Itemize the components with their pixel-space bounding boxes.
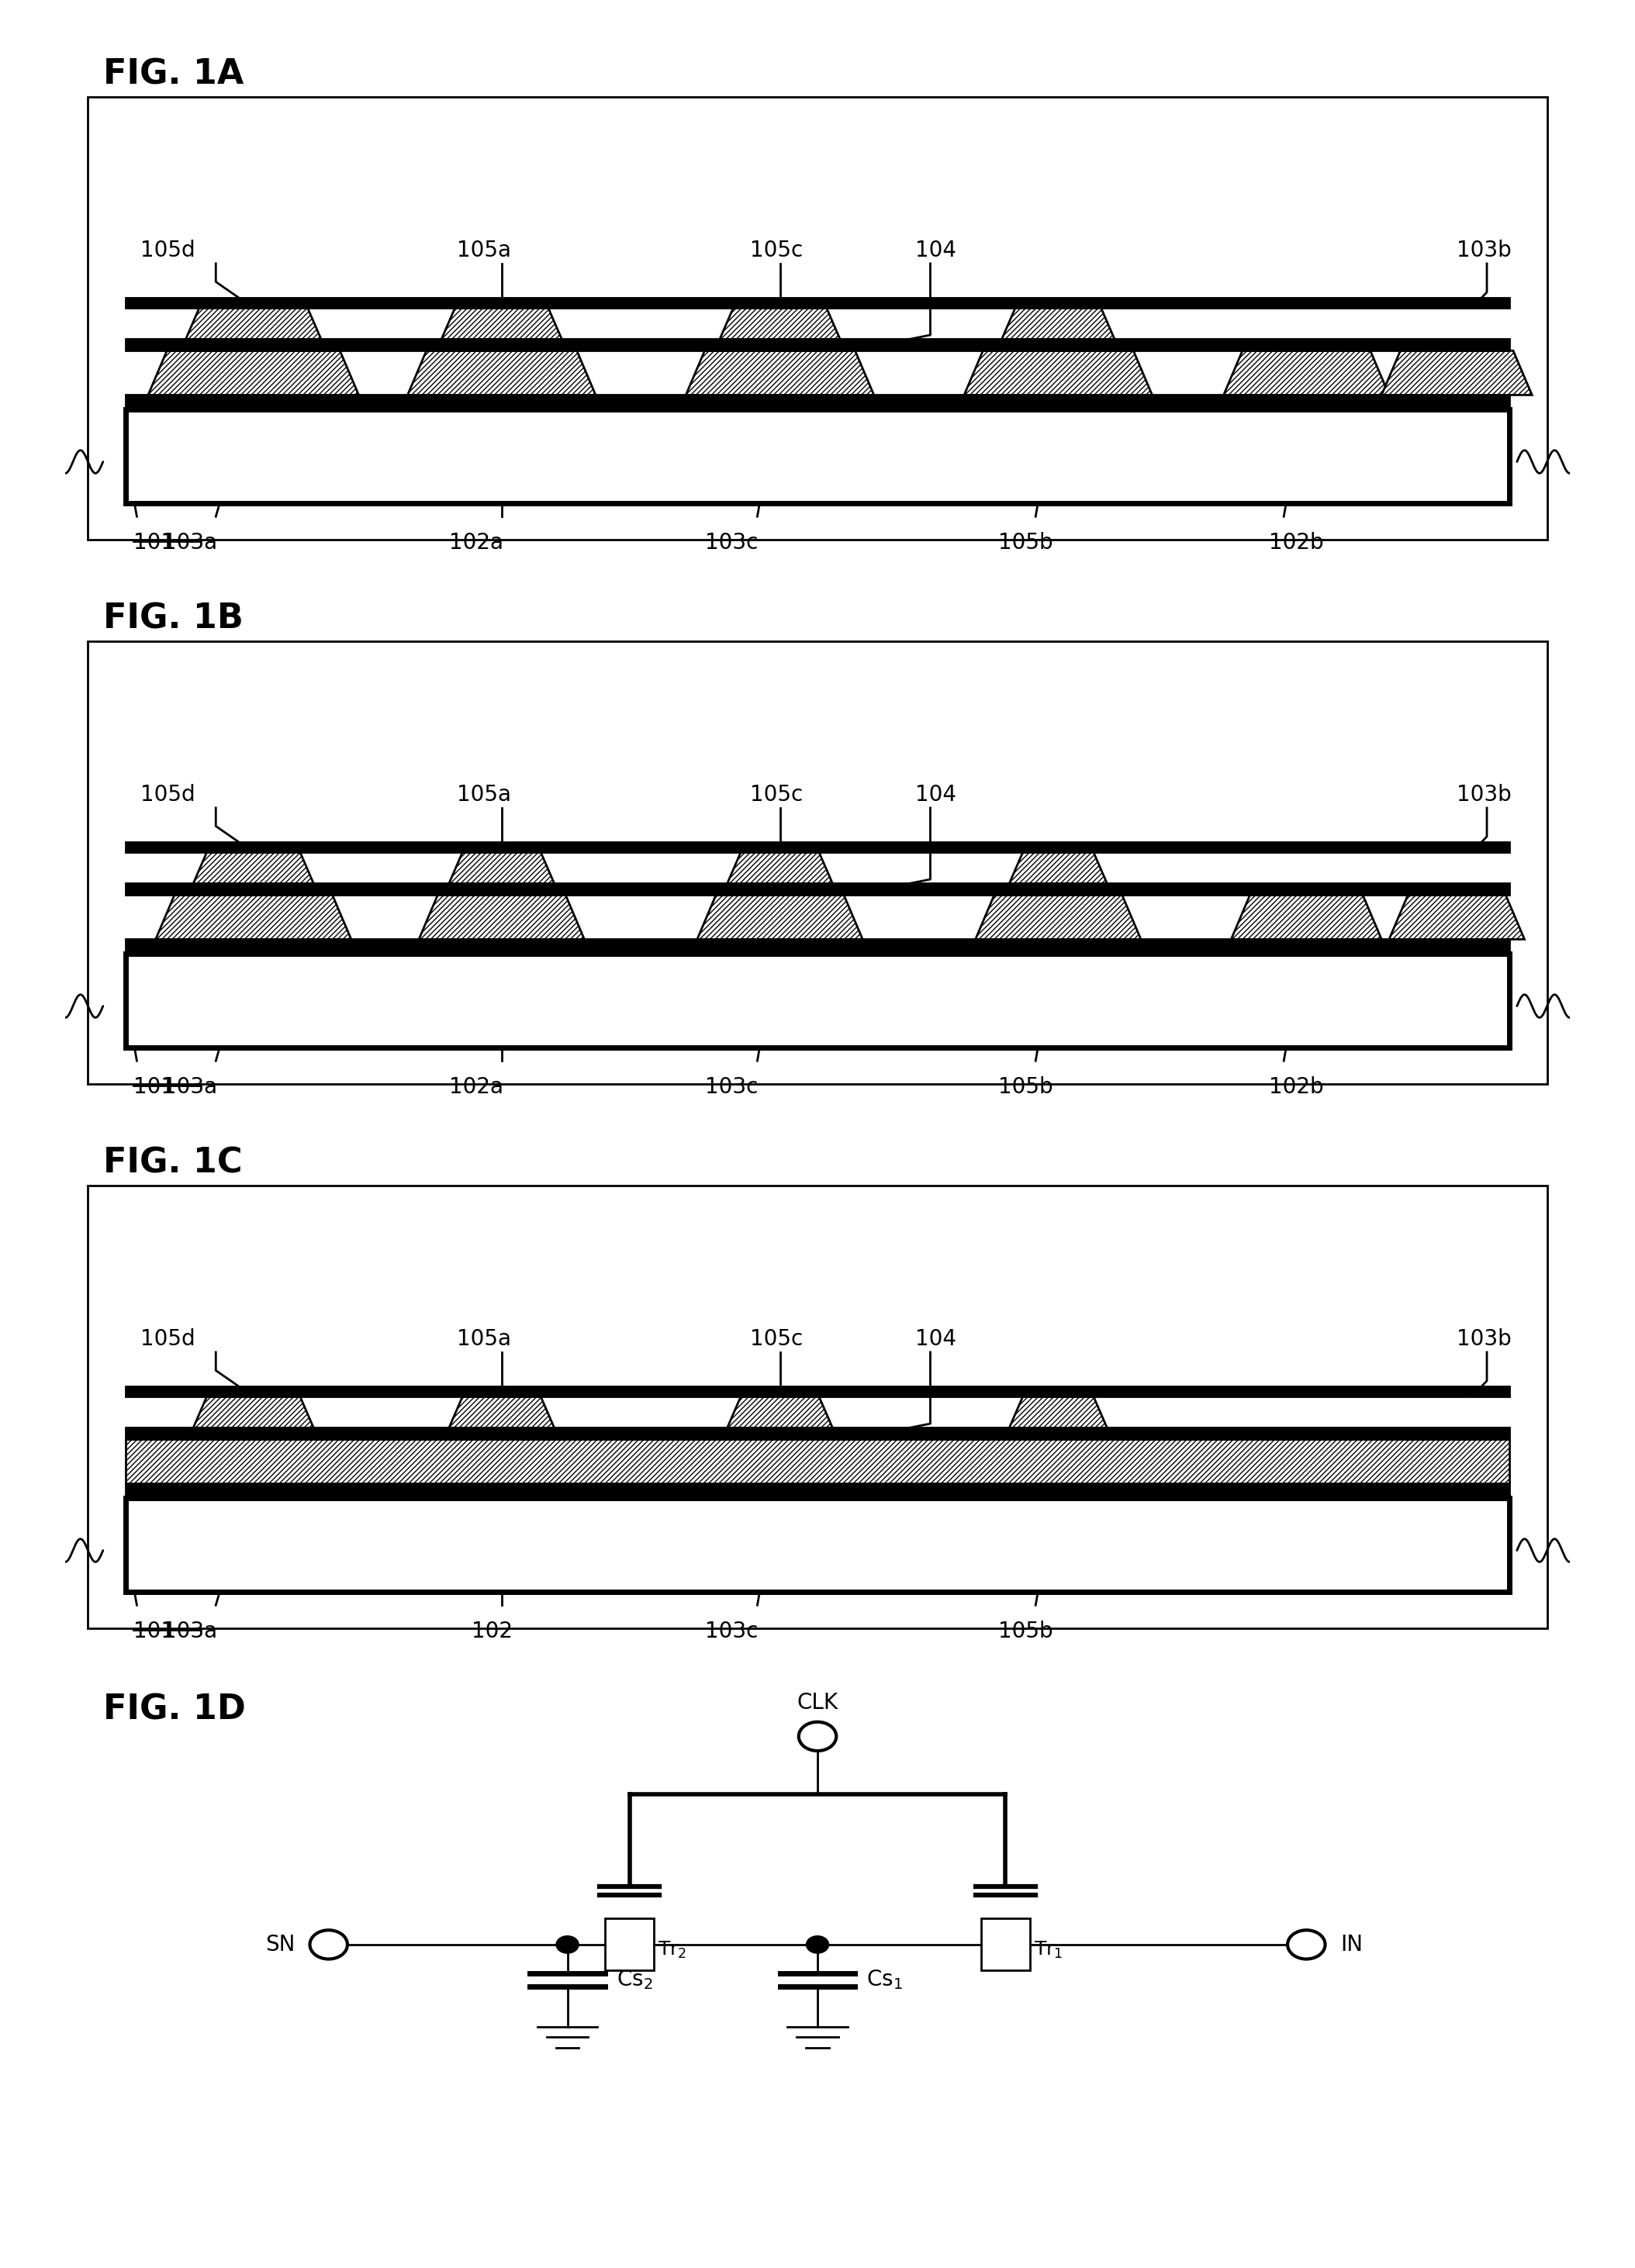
- Bar: [126, 395, 1509, 411]
- Polygon shape: [1231, 896, 1382, 939]
- Text: 103a: 103a: [164, 1077, 217, 1098]
- Text: 102: 102: [471, 1622, 513, 1642]
- Polygon shape: [186, 308, 320, 340]
- Polygon shape: [1002, 308, 1115, 340]
- Text: FIG. 1A: FIG. 1A: [103, 57, 244, 91]
- Text: 105a: 105a: [456, 238, 510, 261]
- Text: 103c: 103c: [705, 533, 757, 553]
- Bar: [88, 98, 1547, 540]
- Circle shape: [806, 1937, 829, 1953]
- Text: Cs$_2$: Cs$_2$: [616, 1969, 652, 1991]
- Text: 105d: 105d: [141, 1327, 196, 1349]
- Polygon shape: [155, 896, 352, 939]
- Bar: [126, 885, 1509, 896]
- Text: 102a: 102a: [450, 533, 504, 553]
- Bar: [605, 1919, 654, 1971]
- Text: FIG. 1C: FIG. 1C: [103, 1145, 242, 1179]
- Bar: [126, 297, 1509, 308]
- Text: 101: 101: [132, 533, 175, 553]
- Polygon shape: [1382, 352, 1532, 395]
- Text: SN: SN: [265, 1935, 294, 1955]
- Circle shape: [309, 1930, 348, 1960]
- Bar: [126, 939, 1509, 955]
- Polygon shape: [193, 853, 314, 885]
- Polygon shape: [697, 896, 863, 939]
- Bar: [126, 340, 1509, 352]
- Text: 104: 104: [916, 238, 956, 261]
- Polygon shape: [687, 352, 875, 395]
- Polygon shape: [976, 896, 1141, 939]
- Polygon shape: [1009, 853, 1107, 885]
- Text: 105c: 105c: [750, 782, 803, 805]
- Polygon shape: [419, 896, 584, 939]
- Polygon shape: [193, 1397, 314, 1429]
- Text: 103b: 103b: [1457, 1327, 1512, 1349]
- Bar: [126, 1483, 1509, 1499]
- Text: FIG. 1D: FIG. 1D: [103, 1692, 245, 1726]
- Text: 105b: 105b: [997, 533, 1053, 553]
- Text: 102b: 102b: [1269, 533, 1324, 553]
- Text: 105c: 105c: [750, 238, 803, 261]
- Text: Tr$_2$: Tr$_2$: [657, 1939, 687, 1960]
- Text: 105a: 105a: [456, 782, 510, 805]
- Bar: [126, 1499, 1509, 1592]
- Text: 101: 101: [132, 1622, 175, 1642]
- Polygon shape: [728, 1397, 832, 1429]
- Bar: [126, 955, 1509, 1048]
- Text: 104: 104: [916, 1327, 956, 1349]
- Text: 103b: 103b: [1457, 238, 1512, 261]
- Text: FIG. 1B: FIG. 1B: [103, 601, 244, 635]
- Bar: [126, 841, 1509, 853]
- Text: CLK: CLK: [796, 1692, 839, 1712]
- Polygon shape: [728, 853, 832, 885]
- Polygon shape: [1390, 896, 1524, 939]
- Polygon shape: [1009, 1397, 1107, 1429]
- Text: 103a: 103a: [164, 533, 217, 553]
- Polygon shape: [407, 352, 595, 395]
- Circle shape: [556, 1937, 579, 1953]
- Bar: [88, 1186, 1547, 1628]
- Text: 105d: 105d: [141, 238, 196, 261]
- Text: 103c: 103c: [705, 1622, 757, 1642]
- Circle shape: [1288, 1930, 1326, 1960]
- Text: 101: 101: [132, 1077, 175, 1098]
- Text: Cs$_1$: Cs$_1$: [867, 1969, 903, 1991]
- Text: 105c: 105c: [750, 1327, 803, 1349]
- Polygon shape: [965, 352, 1153, 395]
- Polygon shape: [719, 308, 840, 340]
- Circle shape: [800, 1721, 837, 1751]
- Text: 105b: 105b: [997, 1077, 1053, 1098]
- Bar: [126, 1386, 1509, 1397]
- Bar: [126, 1440, 1509, 1483]
- Bar: [126, 411, 1509, 503]
- Text: IN: IN: [1341, 1935, 1362, 1955]
- Text: 103c: 103c: [705, 1077, 757, 1098]
- Text: 105b: 105b: [997, 1622, 1053, 1642]
- Polygon shape: [1223, 352, 1390, 395]
- Text: 105d: 105d: [141, 782, 196, 805]
- Polygon shape: [441, 308, 562, 340]
- Text: 103a: 103a: [164, 1622, 217, 1642]
- Text: 105a: 105a: [456, 1327, 510, 1349]
- Text: 102b: 102b: [1269, 1077, 1324, 1098]
- Text: 102a: 102a: [450, 1077, 504, 1098]
- Bar: [126, 1429, 1509, 1440]
- Bar: [88, 642, 1547, 1084]
- Polygon shape: [450, 853, 554, 885]
- Text: 104: 104: [916, 782, 956, 805]
- Text: 103b: 103b: [1457, 782, 1512, 805]
- Bar: [981, 1919, 1030, 1971]
- Text: Tr$_1$: Tr$_1$: [1033, 1939, 1063, 1960]
- Polygon shape: [149, 352, 358, 395]
- Polygon shape: [450, 1397, 554, 1429]
